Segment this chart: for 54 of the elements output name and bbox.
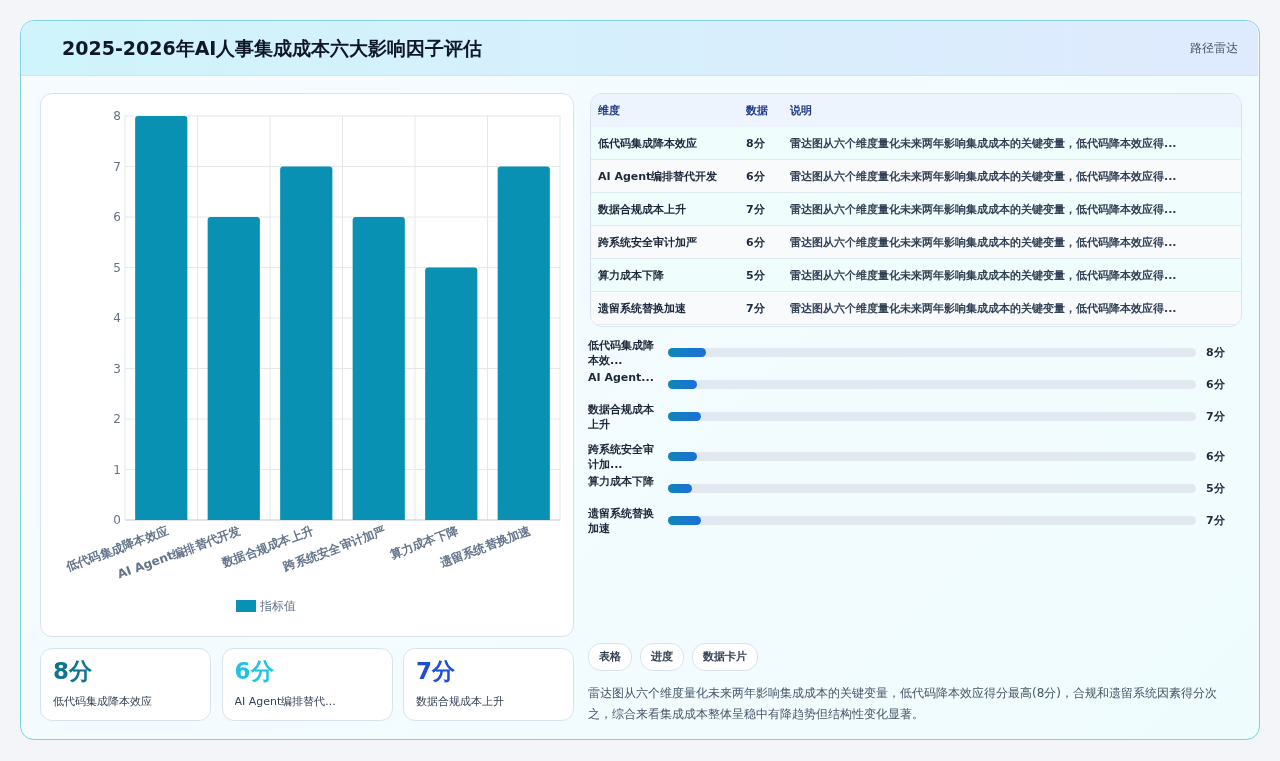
y-tick-label: 7 (113, 159, 121, 174)
category-label: 数据合规成本上升 (588, 402, 655, 432)
category-label: 跨系统安全审计加... (588, 442, 655, 472)
category-label: AI Agent编排替代开发 (598, 169, 718, 184)
text: 路径雷达 (1190, 40, 1238, 57)
chart-title: 2025-2026年AI人事集成成本六大影响因子评估 (62, 36, 483, 61)
text: 雷达图从六个维度量化未来两年影响集成成本的关键变量，低代码降本效应得... (790, 169, 1177, 184)
text: 雷达图从六个维度量化未来两年影响集成成本的关键变量，低代码降本效应得... (790, 301, 1177, 316)
y-tick-label: 4 (113, 311, 121, 325)
text: 雷达图从六个维度量化未来两年影响集成成本的关键变量，低代码降本效应得分最高(8分)，合规和遗留系统因素得分次之，综合来看集成成本整体呈稳中有降趋势但结构性变化显著。 (588, 685, 1218, 723)
y-tick-label: 6 (113, 210, 121, 224)
text: 7分 (416, 658, 456, 684)
text: 5分 (746, 269, 765, 282)
text: 表格 (588, 643, 632, 671)
data-label: 6分 (1206, 449, 1225, 464)
text: 7分 (746, 203, 765, 216)
y-tick-label: 3 (113, 361, 121, 376)
text: 8分 (746, 137, 765, 150)
text: 数据卡片 (692, 643, 758, 671)
text: 雷达图从六个维度量化未来两年影响集成成本的关键变量，低代码降本效应得... (790, 268, 1177, 283)
category-label: 低代码集成降本效... (588, 338, 655, 368)
category-label: 数据合规成本上升 (598, 202, 686, 217)
y-tick-label: 2 (113, 412, 121, 426)
text: 6分 (746, 170, 765, 183)
text: 8分 (53, 658, 93, 684)
category-label: 算力成本下降 (588, 474, 655, 489)
text: 说明 (790, 103, 812, 118)
text: 6分 (746, 236, 765, 249)
y-tick-label: 0 (113, 513, 121, 527)
category-label: 低代码集成降本效应 (53, 694, 153, 709)
legend-label: 指标值 (259, 599, 296, 613)
data-label: 5分 (1206, 481, 1225, 496)
text: 数据 (746, 103, 768, 118)
category-label: AI Agent... (588, 370, 655, 385)
text: 维度 (598, 103, 620, 118)
category-label: 数据合规成本上升 (416, 694, 505, 709)
data-label: 7分 (1206, 409, 1225, 424)
category-label: AI Agent编排替代... (234, 694, 337, 709)
text: 7分 (746, 302, 765, 315)
text: 雷达图从六个维度量化未来两年影响集成成本的关键变量，低代码降本效应得... (790, 136, 1177, 151)
text: 雷达图从六个维度量化未来两年影响集成成本的关键变量，低代码降本效应得... (790, 202, 1177, 217)
category-label: 算力成本下降 (598, 268, 664, 283)
y-tick-label: 5 (113, 260, 121, 275)
category-label: 跨系统安全审计加严 (598, 235, 697, 250)
y-tick-label: 1 (113, 462, 121, 477)
text: 6分 (234, 658, 274, 684)
text: 雷达图从六个维度量化未来两年影响集成成本的关键变量，低代码降本效应得... (790, 235, 1177, 250)
data-label: 8分 (1206, 345, 1225, 360)
data-label: 6分 (1206, 377, 1225, 392)
data-label: 7分 (1206, 513, 1225, 528)
text: 进度 (640, 643, 684, 671)
y-tick-label: 8 (113, 109, 121, 123)
category-label: 低代码集成降本效应 (598, 136, 697, 151)
category-label: 遗留系统替换加速 (598, 301, 686, 316)
